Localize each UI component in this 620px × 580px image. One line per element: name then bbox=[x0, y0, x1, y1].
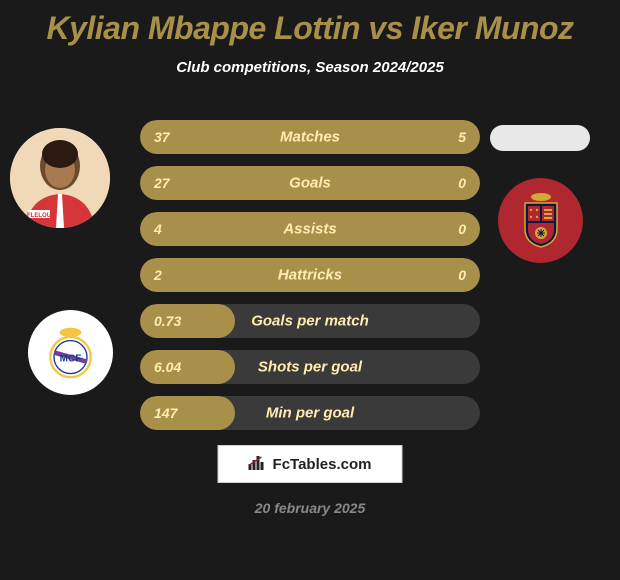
fctables-logo[interactable]: FcTables.com bbox=[218, 445, 403, 483]
osasuna-crest-icon bbox=[511, 191, 571, 251]
player-left-photo: FLELOU bbox=[10, 128, 110, 228]
stat-value-right: 0 bbox=[458, 175, 466, 191]
stat-value-left: 6.04 bbox=[154, 359, 181, 375]
stat-row-goals-per-match: 0.73 Goals per match bbox=[140, 304, 480, 338]
stat-row-min-per-goal: 147 Min per goal bbox=[140, 396, 480, 430]
stat-value-left: 37 bbox=[154, 129, 170, 145]
logo-text: FcTables.com bbox=[273, 456, 372, 473]
stat-label: Hattricks bbox=[278, 267, 342, 284]
stat-label: Shots per goal bbox=[258, 359, 362, 376]
club-badge-left: MCF bbox=[28, 310, 113, 395]
svg-text:MCF: MCF bbox=[60, 354, 82, 365]
svg-text:FLELOU: FLELOU bbox=[27, 213, 51, 219]
stat-value-right: 0 bbox=[458, 221, 466, 237]
player-silhouette-icon: FLELOU bbox=[10, 128, 110, 228]
stat-value-left: 2 bbox=[154, 267, 162, 283]
stat-row-matches: 37 Matches 5 bbox=[140, 120, 480, 154]
stat-value-left: 4 bbox=[154, 221, 162, 237]
stat-value-right: 0 bbox=[458, 267, 466, 283]
generation-date: 20 february 2025 bbox=[255, 500, 366, 516]
real-madrid-crest-icon: MCF bbox=[43, 325, 98, 380]
stat-value-left: 0.73 bbox=[154, 313, 181, 329]
stat-row-hattricks: 2 Hattricks 0 bbox=[140, 258, 480, 292]
stat-label: Goals per match bbox=[251, 313, 369, 330]
stat-value-right: 5 bbox=[458, 129, 466, 145]
comparison-title: Kylian Mbappe Lottin vs Iker Munoz bbox=[0, 0, 620, 47]
stat-value-left: 27 bbox=[154, 175, 170, 191]
comparison-subtitle: Club competitions, Season 2024/2025 bbox=[0, 59, 620, 76]
logo-bars-icon bbox=[249, 454, 267, 474]
stat-label: Min per goal bbox=[266, 405, 354, 422]
stat-value-left: 147 bbox=[154, 405, 177, 421]
stat-label: Assists bbox=[283, 221, 336, 238]
stat-label: Goals bbox=[289, 175, 331, 192]
player-right-photo bbox=[490, 125, 590, 151]
stats-chart: 37 Matches 5 27 Goals 0 4 Assists 0 2 Ha… bbox=[140, 120, 480, 442]
stat-row-assists: 4 Assists 0 bbox=[140, 212, 480, 246]
stat-row-goals: 27 Goals 0 bbox=[140, 166, 480, 200]
club-badge-right bbox=[498, 178, 583, 263]
stat-row-shots-per-goal: 6.04 Shots per goal bbox=[140, 350, 480, 384]
stat-label: Matches bbox=[280, 129, 340, 146]
